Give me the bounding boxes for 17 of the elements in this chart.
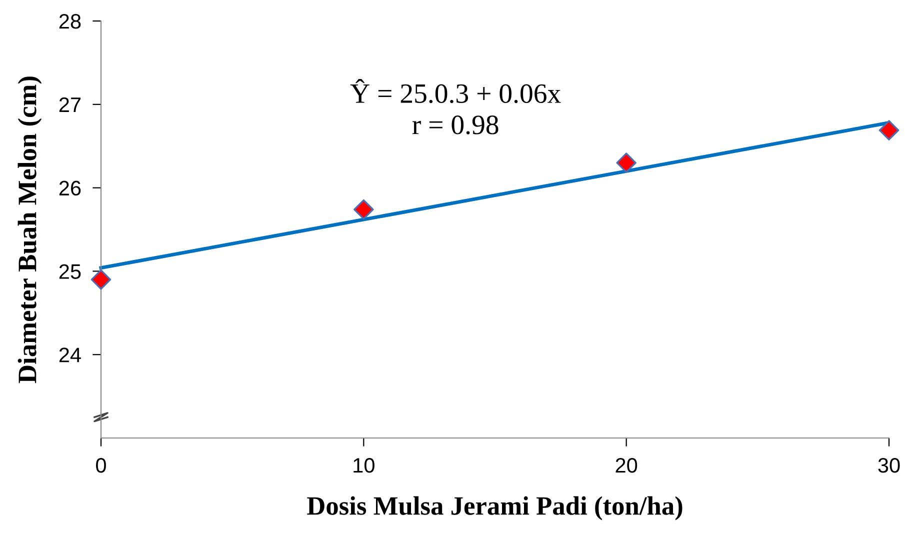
y-tick-label: 24 [59,348,81,362]
point [354,199,374,220]
x-tick-label: 0 [96,458,106,473]
point [616,152,636,173]
point [878,120,900,140]
x-axis-title: Dosis Mulsa Jerami Padi (ton/ha) [307,496,682,520]
y-tick-label: 26 [59,180,81,196]
y-tick-label: 27 [59,97,81,112]
point [90,269,112,290]
annotation: Ŷ = 25.0.3 + 0.06x [350,78,561,104]
y-tick-label: 28 [59,14,81,29]
x-tick-label: 20 [616,458,638,473]
y-axis-title: Diameter Buah Melon (cm) [18,76,42,384]
y-tick-label: 25 [59,264,81,279]
x-tick-label: 30 [878,458,900,473]
annotation: r = 0.98 [412,116,498,134]
x-tick-label: 10 [354,458,374,473]
